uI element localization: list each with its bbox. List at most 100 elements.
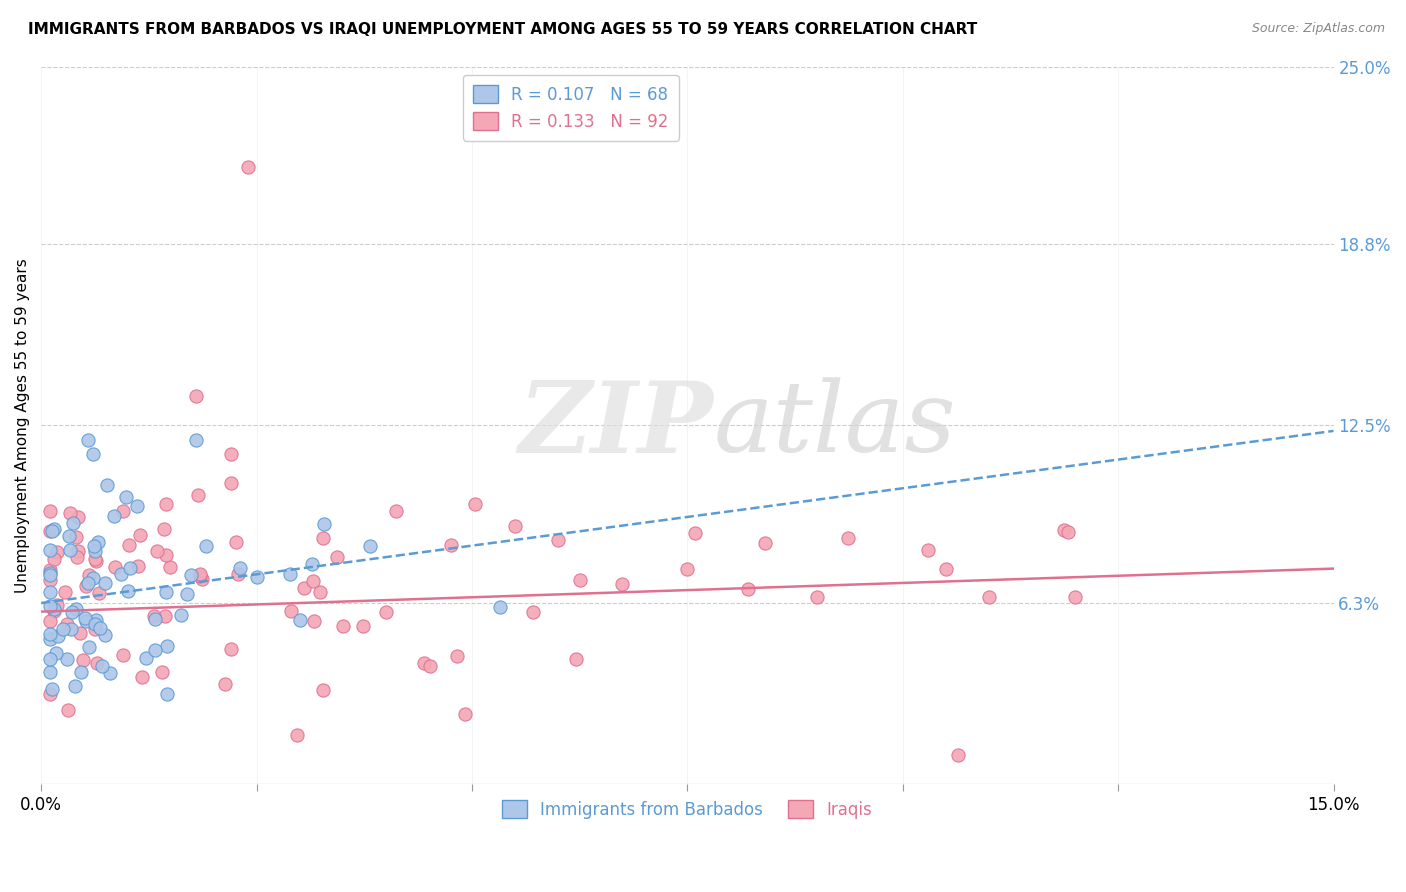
Point [62,516,84,530]
Point [312,531,335,545]
Point [676,561,699,575]
Point [917,543,939,558]
Point [219,447,242,461]
Point [83,539,105,553]
Point [103,560,125,574]
Point [77,640,100,654]
Point [38,615,60,629]
Point [65,530,87,544]
Point [56,652,79,666]
Point [41,524,63,538]
Point [53,585,76,599]
Point [150,665,173,680]
Point [38,563,60,577]
Point [143,612,166,626]
Point [1057,525,1080,540]
Point [359,539,381,553]
Point [46,629,69,643]
Point [547,533,569,547]
Point [110,566,132,581]
Point [75,610,97,624]
Point [83,544,105,558]
Point [84,616,107,631]
Point [309,585,332,599]
Point [170,607,193,622]
Point [38,652,60,666]
Point [152,522,174,536]
Point [143,642,166,657]
Point [186,389,208,403]
Point [464,497,486,511]
Point [111,648,134,663]
Point [142,609,165,624]
Point [145,544,167,558]
Point [754,536,776,550]
Point [59,622,82,636]
Point [75,614,97,628]
Point [65,679,87,693]
Text: atlas: atlas [713,377,956,473]
Point [56,703,79,717]
Point [977,591,1000,605]
Point [72,653,94,667]
Point [156,640,179,654]
Point [325,549,347,564]
Point [1053,523,1076,537]
Point [42,604,65,618]
Point [569,574,592,588]
Point [737,582,759,596]
Point [195,539,218,553]
Point [127,558,149,573]
Point [225,535,247,549]
Point [188,569,211,583]
Legend: Immigrants from Barbados, Iraqis: Immigrants from Barbados, Iraqis [495,794,879,826]
Point [69,626,91,640]
Point [60,605,83,619]
Point [38,543,60,558]
Point [301,558,323,572]
Point [180,568,202,582]
Point [38,504,60,518]
Point [385,504,408,518]
Point [440,538,463,552]
Point [176,587,198,601]
Point [66,550,89,565]
Point [38,665,60,680]
Point [612,577,634,591]
Point [45,598,67,612]
Point [42,601,65,615]
Point [226,567,249,582]
Point [190,572,212,586]
Point [301,574,323,589]
Point [38,599,60,613]
Point [65,601,87,615]
Point [153,608,176,623]
Point [56,617,79,632]
Point [89,586,111,600]
Point [565,651,588,665]
Point [66,544,89,558]
Point [135,651,157,665]
Point [155,497,177,511]
Point [94,628,117,642]
Point [229,561,252,575]
Point [82,447,104,461]
Point [374,605,396,619]
Point [187,488,209,502]
Point [125,499,148,513]
Point [118,538,141,552]
Point [159,560,181,574]
Point [246,570,269,584]
Point [314,516,336,531]
Point [948,747,970,762]
Point [38,566,60,581]
Point [87,535,110,549]
Point [454,707,477,722]
Point [112,504,135,518]
Point [38,632,60,646]
Point [91,659,114,673]
Point [155,585,177,599]
Point [214,677,236,691]
Point [58,529,80,543]
Point [935,561,957,575]
